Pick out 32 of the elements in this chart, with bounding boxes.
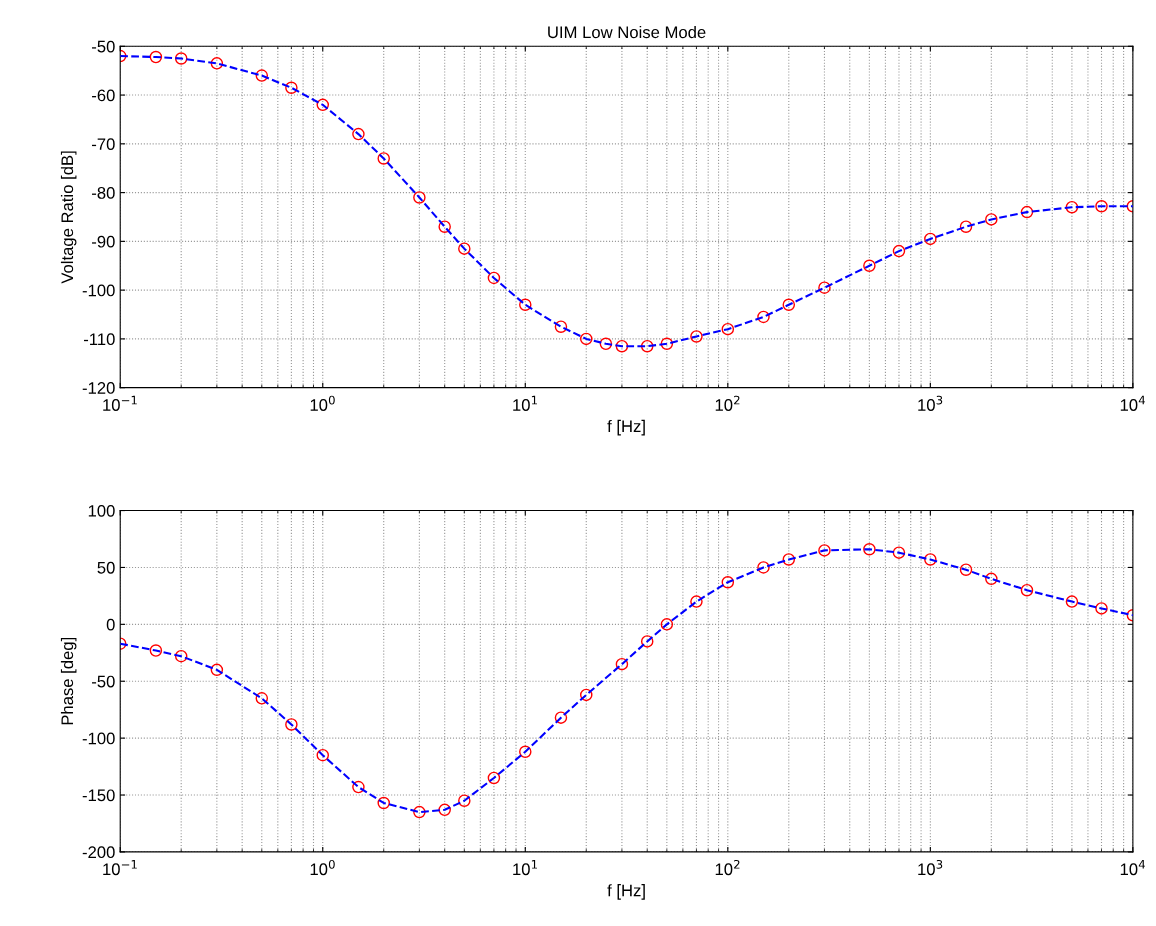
y-tick-label: -90: [92, 235, 115, 248]
y-tick-label: -150: [82, 789, 115, 802]
x-tick-label: 10$^{3}$: [918, 859, 943, 876]
y-tick-label: -200: [82, 846, 115, 859]
x-tick-label: 10$^{2}$: [715, 395, 740, 411]
x-tick-label: 10$^{4}$: [1120, 395, 1146, 411]
x-tick-label: 10$^{2}$: [715, 859, 740, 876]
x-tick-label: 10$^{1}$: [513, 395, 537, 411]
y-tick-label: -50: [92, 675, 115, 688]
x-tick-label: 10$^{0}$: [310, 395, 335, 411]
x-tick-label: 10$^{1}$: [513, 860, 537, 876]
x-tick-label: 10$^{3}$: [918, 395, 943, 411]
y-tick-label: -60: [92, 89, 115, 102]
y-tick-label: -50: [92, 40, 115, 53]
x-axis-title: f [Hz]: [607, 884, 645, 900]
x-tick-label: 10$^{−1}$: [103, 860, 137, 876]
y-axis-title: Phase [deg]: [60, 637, 77, 725]
y-tick-label: -100: [82, 732, 115, 745]
y-tick-label: -100: [82, 284, 115, 297]
x-tick-label: 10$^{4}$: [1120, 860, 1146, 876]
y-tick-label: -120: [82, 382, 115, 394]
chart-title: UIM Low Noise Mode: [548, 25, 706, 39]
y-tick-label: -80: [92, 187, 115, 199]
y-tick-label: -70: [92, 138, 115, 151]
y-tick-label: 100: [88, 504, 115, 517]
y-axis-title: Voltage Ratio [dB]: [60, 151, 77, 284]
x-axis-title: f [Hz]: [607, 419, 645, 436]
x-tick-label: 10$^{−1}$: [103, 395, 137, 411]
y-tick-label: 0: [106, 618, 115, 631]
y-tick-label: -110: [83, 333, 115, 346]
y-tick-label: 50: [97, 561, 115, 574]
x-tick-label: 10$^{0}$: [310, 859, 335, 876]
